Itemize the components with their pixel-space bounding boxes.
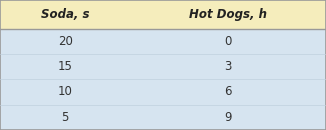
Text: 5: 5 [62,111,69,124]
Text: Hot Dogs, h: Hot Dogs, h [189,8,267,21]
Text: 3: 3 [225,60,232,73]
Text: Soda, s: Soda, s [41,8,89,21]
Text: 9: 9 [224,111,232,124]
Text: 15: 15 [58,60,73,73]
Text: 10: 10 [58,85,73,98]
Text: 20: 20 [58,35,73,48]
Text: 0: 0 [225,35,232,48]
Text: 6: 6 [224,85,232,98]
